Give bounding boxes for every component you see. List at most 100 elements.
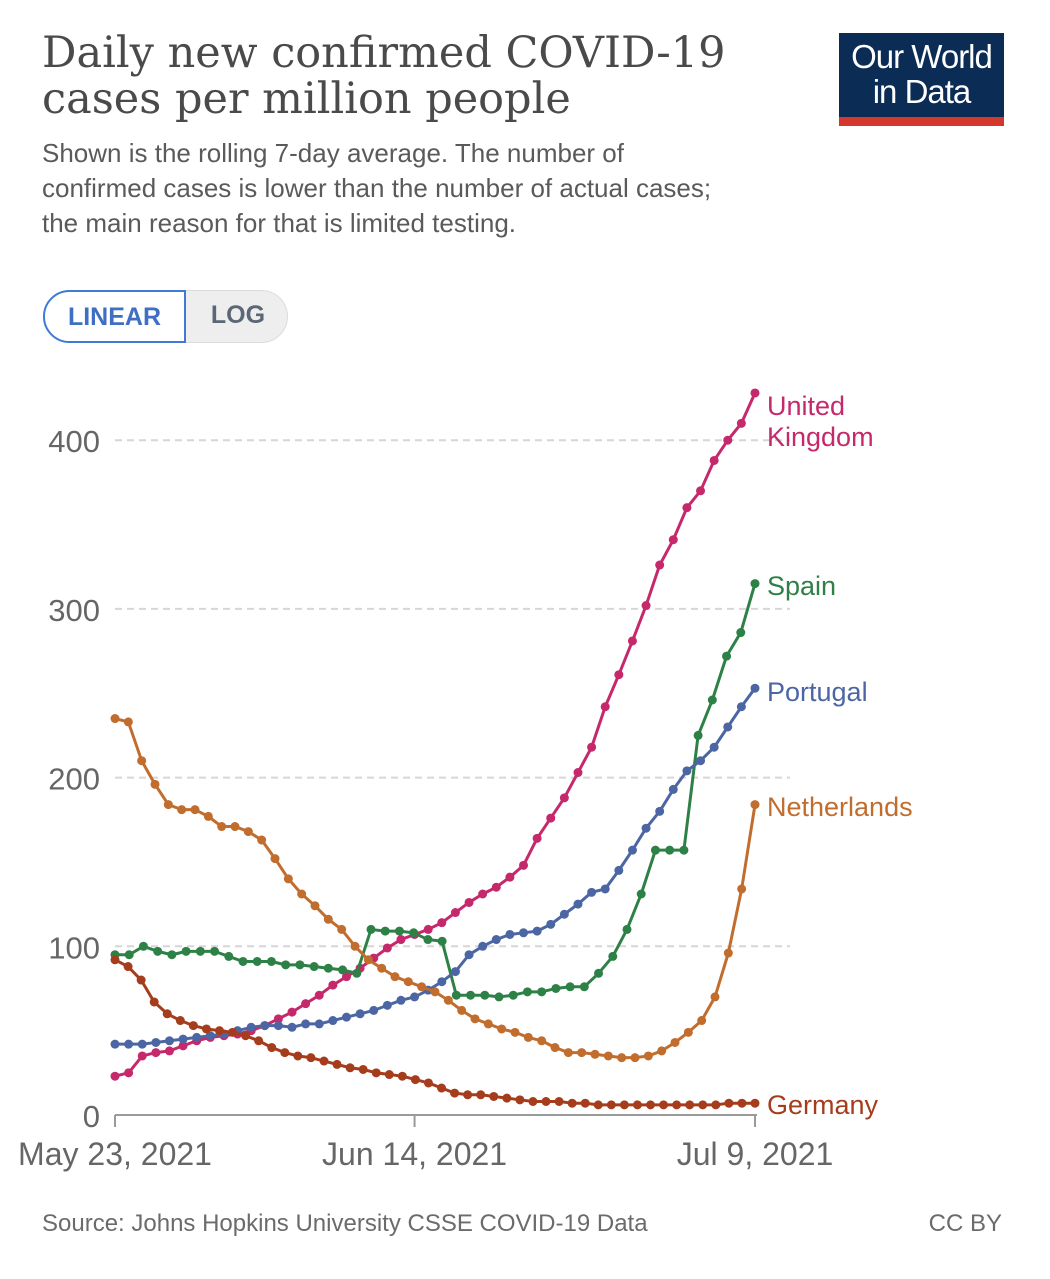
data-point-portugal	[437, 977, 447, 987]
data-point-united-kingdom	[600, 702, 610, 712]
data-point-spain	[252, 956, 262, 966]
data-point-united-kingdom	[627, 636, 637, 646]
data-point-united-kingdom	[519, 860, 529, 870]
data-point-netherlands	[390, 972, 400, 982]
data-point-netherlands	[257, 835, 267, 845]
data-point-portugal	[519, 928, 529, 938]
data-point-united-kingdom	[478, 889, 488, 899]
data-point-portugal	[559, 909, 569, 919]
data-point-portugal	[151, 1037, 161, 1047]
data-point-portugal	[627, 845, 637, 855]
data-point-portugal	[532, 926, 542, 936]
data-point-netherlands	[323, 914, 333, 924]
y-tick-label: 200	[48, 762, 100, 797]
data-point-united-kingdom	[382, 943, 392, 953]
data-point-germany	[319, 1056, 329, 1066]
data-point-portugal	[682, 766, 692, 776]
data-point-spain	[665, 845, 675, 855]
data-point-netherlands	[363, 955, 373, 965]
data-point-germany	[476, 1090, 486, 1100]
data-point-united-kingdom	[614, 670, 624, 680]
data-point-germany	[489, 1091, 499, 1101]
data-point-spain	[195, 946, 205, 956]
data-point-netherlands	[377, 963, 387, 973]
data-point-united-kingdom	[587, 742, 597, 752]
data-point-netherlands	[243, 827, 253, 837]
data-point-germany	[358, 1064, 368, 1074]
data-point-netherlands	[283, 874, 293, 884]
data-point-portugal	[709, 742, 719, 752]
data-point-netherlands	[697, 1016, 707, 1026]
y-tick-label: 100	[48, 930, 100, 965]
data-point-netherlands	[737, 884, 747, 894]
data-point-netherlands	[483, 1019, 493, 1029]
our-world-in-data-logo[interactable]: Our World in Data	[839, 33, 1004, 126]
linear-scale-button[interactable]: LINEAR	[43, 290, 186, 343]
data-point-portugal	[382, 1000, 392, 1010]
series-label-portugal: Portugal	[767, 677, 868, 707]
scale-toggle: LINEAR LOG	[43, 290, 288, 343]
data-point-netherlands	[297, 889, 307, 899]
data-point-portugal	[328, 1016, 338, 1026]
data-point-germany	[502, 1093, 512, 1103]
data-point-germany	[201, 1024, 211, 1034]
data-point-united-kingdom	[546, 813, 556, 823]
source-note[interactable]: Source: Johns Hopkins University CSSE CO…	[42, 1210, 648, 1237]
data-point-germany	[371, 1068, 381, 1078]
data-point-netherlands	[350, 941, 360, 951]
data-point-portugal	[314, 1019, 324, 1029]
data-point-netherlands	[577, 1048, 587, 1058]
data-point-germany	[110, 955, 120, 965]
data-point-spain	[622, 924, 632, 934]
data-point-netherlands	[270, 854, 280, 864]
data-point-united-kingdom	[709, 455, 719, 465]
series-line-spain	[115, 583, 757, 999]
data-point-spain	[181, 946, 191, 956]
data-point-portugal	[410, 992, 420, 1002]
data-point-germany	[528, 1097, 538, 1107]
data-point-germany	[750, 1098, 760, 1108]
data-point-germany	[737, 1098, 747, 1108]
data-point-portugal	[736, 702, 746, 712]
data-point-germany	[345, 1063, 355, 1073]
data-point-portugal	[450, 967, 460, 977]
data-point-netherlands	[443, 995, 453, 1005]
data-point-netherlands	[670, 1037, 680, 1047]
data-point-spain	[380, 926, 390, 936]
data-point-portugal	[478, 941, 488, 951]
data-point-portugal	[355, 1009, 365, 1019]
data-point-germany	[646, 1100, 656, 1110]
data-point-netherlands	[630, 1053, 640, 1063]
data-point-united-kingdom	[341, 972, 351, 982]
data-point-portugal	[614, 865, 624, 875]
data-point-netherlands	[417, 982, 427, 992]
data-point-spain	[565, 982, 575, 992]
license-label[interactable]: CC BY	[928, 1210, 1002, 1237]
data-point-portugal	[205, 1031, 215, 1041]
series-line-netherlands	[114, 717, 757, 1060]
data-point-spain	[494, 992, 504, 1002]
data-point-germany	[214, 1026, 224, 1036]
data-point-netherlands	[723, 948, 733, 958]
data-point-netherlands	[217, 822, 227, 832]
data-point-germany	[711, 1100, 721, 1110]
data-point-germany	[423, 1078, 433, 1088]
data-point-portugal	[178, 1034, 188, 1044]
data-point-germany	[280, 1048, 290, 1058]
data-point-spain	[736, 628, 746, 638]
data-point-germany	[619, 1100, 629, 1110]
data-point-united-kingdom	[273, 1014, 283, 1024]
data-point-portugal	[273, 1021, 283, 1031]
data-point-spain	[366, 924, 376, 934]
data-point-spain	[138, 941, 148, 951]
data-point-portugal	[164, 1036, 174, 1046]
data-point-spain	[722, 651, 732, 661]
data-point-spain	[707, 695, 717, 705]
data-point-netherlands	[203, 811, 213, 821]
data-point-spain	[693, 730, 703, 740]
log-scale-button[interactable]: LOG	[210, 301, 266, 329]
data-point-netherlands	[150, 779, 160, 789]
data-point-spain	[266, 956, 276, 966]
data-point-united-kingdom	[559, 793, 569, 803]
data-point-united-kingdom	[736, 418, 746, 428]
